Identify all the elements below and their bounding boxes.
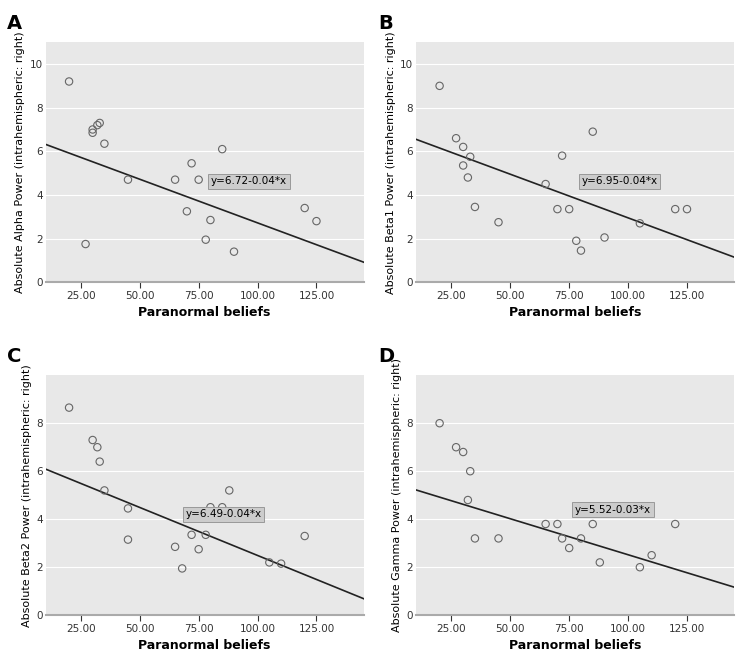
Point (91, 120, 103, 131)
Point (91, 442, 103, 452)
Point (204, 502, 216, 513)
Point (224, 485, 236, 496)
Text: y=6.72-0.04*x: y=6.72-0.04*x (211, 176, 287, 186)
Point (275, 558, 287, 569)
Point (87, 435, 99, 446)
Point (556, 151, 568, 161)
Point (186, 158, 197, 168)
Point (263, 557, 275, 567)
Point (586, 127, 598, 137)
Point (457, 160, 469, 170)
Point (570, 236, 582, 246)
Point (99, 139, 111, 149)
Point (598, 232, 610, 243)
Point (169, 174, 181, 185)
Y-axis label: Absolute Gamma Power (intrahemispheric: right): Absolute Gamma Power (intrahemispheric: … (393, 358, 402, 632)
X-axis label: Paranormal beliefs: Paranormal beliefs (138, 639, 271, 652)
Point (681, 204, 693, 214)
Text: C: C (7, 346, 22, 366)
Point (122, 503, 134, 513)
Point (169, 541, 181, 552)
Point (462, 172, 473, 183)
Point (556, 533, 568, 543)
Point (492, 533, 504, 543)
Point (94, 456, 105, 467)
Point (634, 218, 646, 228)
Point (450, 442, 462, 452)
Point (563, 204, 575, 214)
Point (87, 124, 99, 135)
Y-axis label: Absolute Alpha Power (intrahemispheric: right): Absolute Alpha Power (intrahemispheric: … (16, 31, 25, 293)
Text: y=5.52-0.03*x: y=5.52-0.03*x (575, 505, 652, 515)
Point (204, 214, 216, 225)
Point (186, 529, 197, 540)
Point (469, 533, 481, 543)
Point (646, 550, 657, 561)
Point (216, 144, 228, 155)
Point (669, 204, 681, 214)
Point (669, 519, 681, 529)
X-axis label: Paranormal beliefs: Paranormal beliefs (138, 306, 271, 319)
Point (492, 217, 504, 228)
Text: B: B (378, 13, 393, 33)
Point (181, 206, 193, 216)
Text: y=6.95-0.04*x: y=6.95-0.04*x (581, 176, 657, 186)
Point (434, 418, 446, 428)
Point (94, 118, 105, 129)
Point (298, 202, 310, 213)
Point (298, 531, 310, 541)
Point (122, 174, 134, 185)
Point (434, 81, 446, 91)
Point (87, 127, 99, 138)
Point (462, 495, 473, 505)
Point (539, 178, 551, 189)
Point (450, 133, 462, 144)
Point (551, 519, 563, 529)
Point (200, 234, 212, 245)
Point (563, 543, 575, 553)
Point (586, 519, 598, 529)
Point (469, 202, 481, 212)
Point (63, 402, 75, 413)
Point (457, 447, 469, 458)
Point (634, 562, 646, 573)
Point (193, 174, 205, 185)
Point (465, 466, 476, 477)
Point (193, 544, 205, 555)
Point (594, 557, 606, 567)
Point (551, 204, 563, 214)
Point (79, 238, 91, 249)
Point (63, 76, 75, 87)
Point (310, 216, 322, 226)
Text: y=6.49-0.04*x: y=6.49-0.04*x (186, 509, 262, 519)
Point (575, 245, 587, 256)
Point (228, 246, 240, 257)
Y-axis label: Absolute Beta1 Power (intrahemispheric: right): Absolute Beta1 Power (intrahemispheric: … (386, 31, 396, 294)
Point (465, 151, 476, 162)
Point (216, 502, 228, 513)
Y-axis label: Absolute Beta2 Power (intrahemispheric: right): Absolute Beta2 Power (intrahemispheric: … (22, 364, 32, 627)
Point (99, 485, 111, 496)
Point (539, 519, 551, 529)
Text: D: D (378, 346, 394, 366)
X-axis label: Paranormal beliefs: Paranormal beliefs (509, 306, 641, 319)
Point (575, 533, 587, 543)
Point (457, 142, 469, 153)
Text: A: A (7, 13, 22, 33)
Point (122, 534, 134, 545)
X-axis label: Paranormal beliefs: Paranormal beliefs (509, 639, 641, 652)
Point (177, 563, 188, 573)
Point (200, 529, 212, 540)
